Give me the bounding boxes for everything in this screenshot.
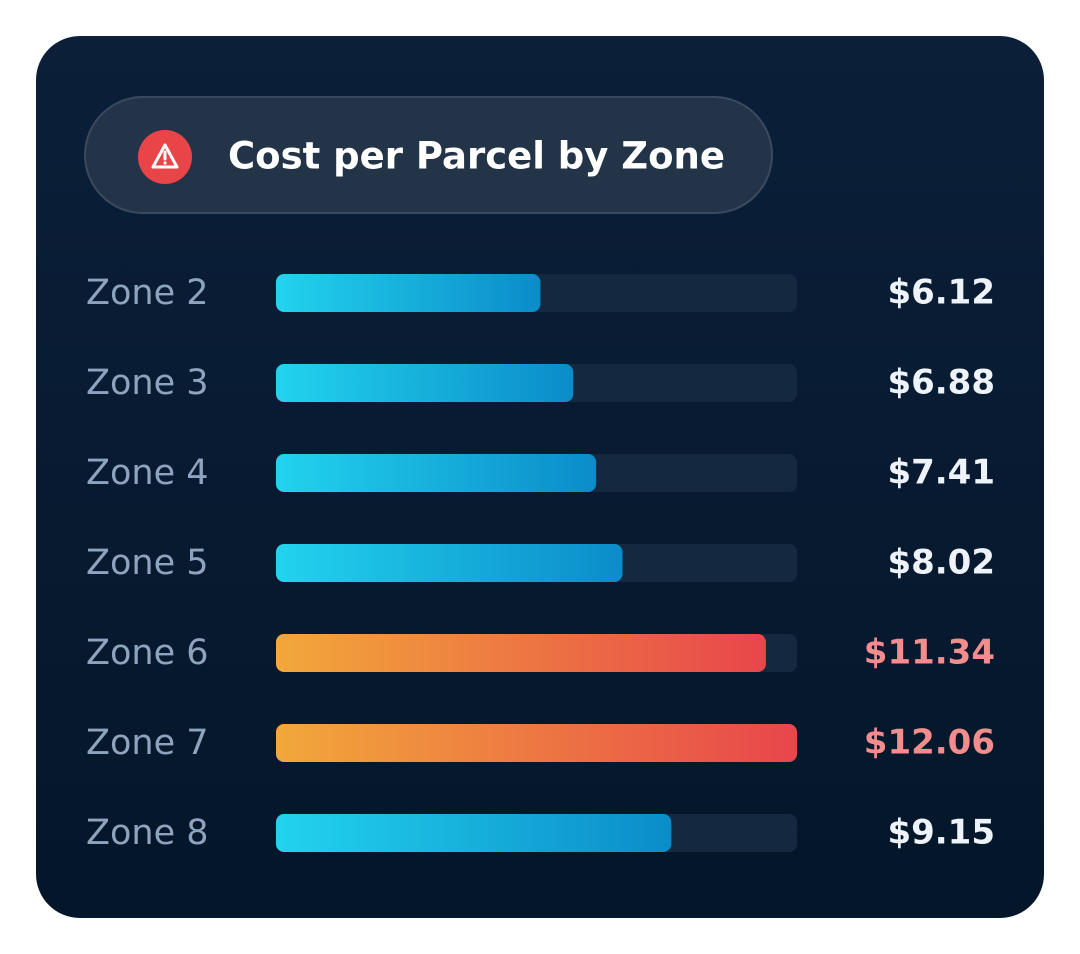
category-label: Zone 5	[86, 543, 209, 583]
title-pill	[84, 96, 773, 214]
bar	[276, 274, 541, 312]
warning-triangle	[151, 143, 179, 169]
bar	[276, 544, 623, 582]
value-label: $7.41	[887, 453, 995, 493]
bar	[276, 814, 672, 852]
category-label: Zone 4	[86, 453, 209, 493]
bar	[276, 634, 766, 672]
category-label: Zone 6	[86, 633, 209, 673]
bar	[276, 724, 797, 762]
category-label: Zone 3	[86, 363, 209, 403]
warning-dot	[163, 161, 167, 165]
category-label: Zone 2	[86, 273, 209, 313]
value-label: $12.06	[864, 723, 995, 763]
value-label: $6.88	[887, 363, 995, 403]
value-label: $8.02	[887, 543, 995, 583]
chart-title: Cost per Parcel by Zone	[228, 135, 725, 178]
value-label: $11.34	[864, 633, 995, 673]
value-label: $6.12	[887, 273, 995, 313]
bar	[276, 364, 574, 402]
value-label: $9.15	[887, 813, 995, 853]
category-label: Zone 7	[86, 723, 209, 763]
category-label: Zone 8	[86, 813, 209, 853]
bar	[276, 454, 597, 492]
